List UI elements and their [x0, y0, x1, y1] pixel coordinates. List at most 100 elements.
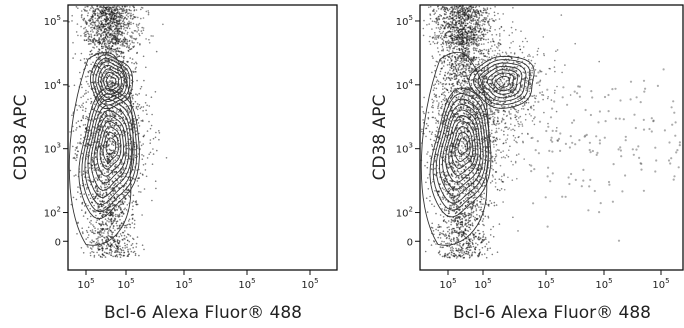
data-point: [100, 28, 102, 31]
data-point: [123, 23, 125, 26]
data-point: [119, 179, 122, 182]
data-point: [113, 5, 115, 7]
data-point: [448, 237, 451, 240]
data-point: [95, 190, 98, 192]
data-point: [121, 34, 124, 37]
data-point: [448, 46, 450, 48]
data-point: [88, 25, 90, 27]
data-point: [429, 200, 431, 202]
data-point: [462, 142, 465, 144]
data-point: [114, 124, 116, 127]
data-point: [116, 143, 119, 146]
data-point: [424, 164, 426, 167]
data-point: [100, 86, 102, 88]
data-point: [442, 83, 445, 85]
data-point: [105, 209, 108, 212]
data-point: [98, 245, 101, 248]
data-point: [494, 139, 496, 141]
data-point: [115, 34, 117, 36]
data-point: [134, 148, 137, 151]
data-point: [102, 37, 105, 39]
data-point: [475, 44, 478, 46]
data-point: [104, 34, 107, 36]
data-point: [140, 120, 143, 122]
data-point: [119, 233, 122, 235]
data-point: [97, 104, 100, 107]
data-point: [112, 129, 114, 132]
data-point: [121, 120, 124, 122]
data-point: [88, 180, 91, 182]
data-point: [130, 21, 132, 24]
data-point: [112, 162, 114, 164]
data-point: [443, 240, 445, 243]
data-point: [110, 252, 113, 254]
data-point: [148, 120, 150, 123]
data-point: [107, 9, 110, 12]
data-point: [442, 40, 445, 42]
data-point: [108, 127, 110, 130]
data-point: [71, 20, 73, 22]
data-point: [93, 137, 95, 139]
data-point: [104, 23, 106, 25]
data-point: [115, 215, 117, 218]
data-point: [77, 150, 79, 153]
data-point: [90, 33, 92, 36]
data-point: [116, 9, 119, 11]
data-point: [444, 74, 446, 77]
data-point: [466, 240, 468, 243]
data-point: [111, 245, 114, 247]
data-point: [72, 57, 74, 59]
data-point: [136, 119, 138, 121]
data-point: [457, 96, 460, 98]
data-point: [452, 101, 454, 103]
data-point: [485, 9, 487, 12]
data-point: [97, 15, 99, 17]
data-point: [478, 215, 481, 217]
data-point: [442, 92, 445, 94]
data-point: [82, 252, 85, 254]
data-point: [126, 204, 129, 206]
data-point: [126, 39, 128, 41]
data-point: [130, 79, 133, 82]
data-point: [108, 245, 110, 247]
data-point: [138, 254, 140, 257]
data-point: [118, 197, 121, 199]
data-point: [442, 85, 444, 88]
data-point: [471, 191, 473, 194]
data-point: [448, 61, 451, 64]
data-point: [470, 246, 473, 248]
data-point: [463, 84, 465, 86]
data-point: [458, 192, 461, 194]
data-point: [111, 56, 113, 59]
data-point: [117, 227, 120, 229]
data-point: [467, 108, 470, 111]
data-point: [95, 241, 98, 244]
data-point: [114, 189, 116, 192]
data-point: [130, 15, 132, 18]
data-point: [452, 70, 454, 72]
data-point: [120, 171, 123, 174]
data-point: [98, 24, 100, 26]
data-point: [97, 166, 99, 169]
data-point: [458, 22, 460, 25]
data-point: [111, 212, 113, 214]
data-point: [465, 66, 468, 68]
data-point: [132, 238, 135, 241]
x-axis-label: Bcl-6 Alexa Fluor® 488: [104, 303, 302, 323]
data-point: [469, 103, 472, 106]
data-point: [461, 26, 464, 28]
data-point: [126, 17, 128, 20]
data-point: [75, 198, 78, 201]
data-point: [80, 35, 82, 37]
data-point: [92, 7, 95, 10]
data-point: [132, 98, 134, 100]
data-point: [105, 102, 108, 105]
data-point: [103, 44, 106, 46]
data-point: [137, 26, 139, 29]
data-point: [497, 12, 499, 15]
data-point: [94, 23, 96, 26]
data-point: [137, 29, 140, 31]
data-point: [112, 37, 114, 39]
data-point: [502, 142, 505, 144]
